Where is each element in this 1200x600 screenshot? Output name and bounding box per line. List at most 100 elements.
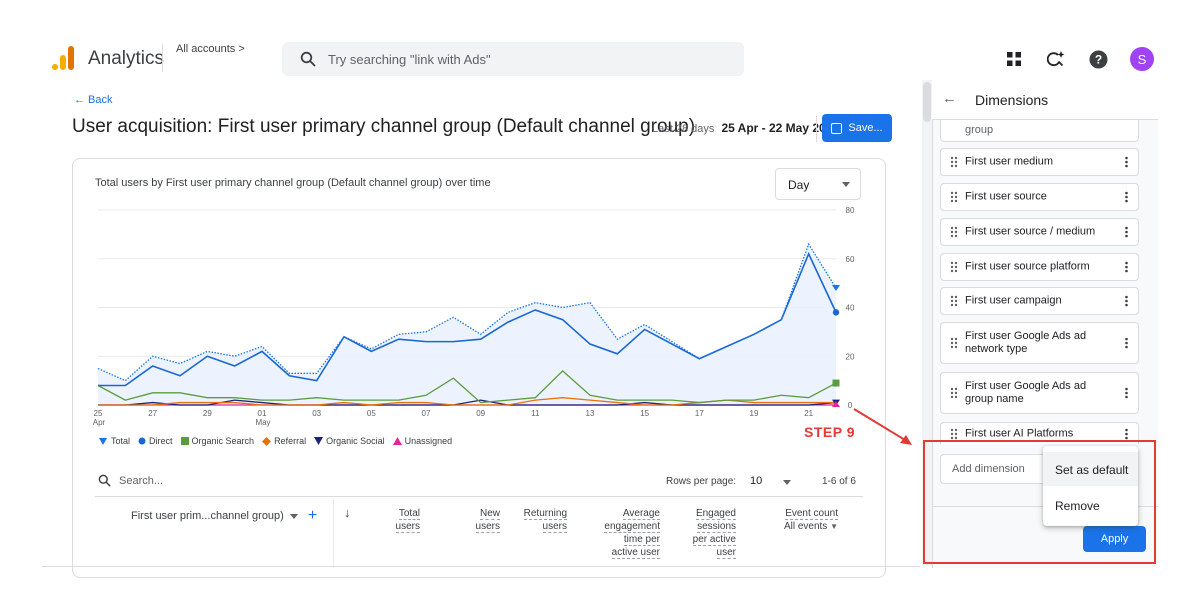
column-header[interactable]: Returning users (487, 507, 567, 533)
dimension-item[interactable]: First user AI Platforms (940, 422, 1139, 444)
legend-item[interactable]: Organic Search (180, 436, 255, 446)
x-tick-label: 09 (476, 409, 485, 418)
menu-item-set-as-default[interactable]: Set as default (1043, 452, 1138, 486)
search-input[interactable]: Try searching "link with Ads" (328, 52, 491, 67)
drag-handle-icon[interactable] (950, 261, 958, 273)
y-tick-label: 40 (846, 304, 855, 313)
arrow-left-icon[interactable]: ← (942, 90, 957, 107)
legend-item[interactable]: Total (98, 436, 130, 446)
account-picker[interactable]: All accounts > (176, 43, 245, 55)
dimension-select[interactable]: First user prim...channel group) + (131, 507, 317, 525)
chevron-down-icon (289, 513, 298, 519)
dimension-item[interactable]: First user Google Ads ad network type (940, 322, 1139, 364)
legend-item[interactable]: Referral (262, 436, 306, 446)
legend-item[interactable]: Direct (138, 436, 173, 446)
analytics-logo-icon[interactable] (52, 44, 76, 70)
drag-handle-icon[interactable] (950, 428, 958, 439)
help-icon[interactable]: ? (1088, 49, 1108, 69)
series-line-organic-search (97, 369, 837, 404)
add-dimension-field[interactable]: Add dimension (940, 454, 1050, 484)
main-scrollbar-thumb[interactable] (923, 82, 931, 122)
more-vert-icon[interactable] (1125, 428, 1128, 439)
drag-handle-icon[interactable] (950, 337, 958, 349)
chevron-down-icon[interactable] (783, 480, 791, 485)
dimension-item[interactable]: First user campaign (940, 287, 1139, 315)
x-tick-label: 07 (422, 409, 431, 418)
x-tick-label: 01 (258, 409, 267, 418)
column-header[interactable]: New users (420, 507, 500, 533)
column-header[interactable]: Engaged sessions per active user (656, 507, 736, 559)
column-header[interactable]: Total users (340, 507, 420, 533)
table-search-input[interactable]: Search... (119, 474, 164, 487)
rows-per-page-select[interactable]: 10 (750, 475, 763, 487)
chart-title: Total users by First user primary channe… (95, 177, 491, 189)
column-header[interactable]: Average engagement time per active user (580, 507, 660, 559)
more-vert-icon[interactable] (1125, 387, 1128, 399)
header-divider (162, 44, 163, 72)
y-tick-label: 0 (848, 401, 853, 410)
sort-arrow-icon[interactable]: ↓ (344, 505, 351, 520)
more-vert-icon[interactable] (1125, 337, 1128, 349)
date-range-value: 25 Apr - 22 May 2026 (721, 121, 840, 135)
insights-search-icon[interactable] (1046, 49, 1066, 69)
back-link[interactable]: ← Back (74, 94, 113, 106)
dimension-item[interactable]: First user source / medium (940, 218, 1139, 246)
step-label: STEP 9 (804, 424, 855, 440)
more-vert-icon[interactable] (1125, 226, 1128, 238)
svg-text:?: ? (1094, 52, 1101, 66)
drag-handle-icon[interactable] (950, 295, 958, 307)
drag-handle-icon[interactable] (950, 156, 958, 168)
dimension-item[interactable]: group (940, 120, 1139, 142)
legend-item[interactable]: Unassigned (392, 436, 452, 446)
date-range-prefix: Last 28 days (652, 123, 715, 135)
avatar[interactable]: S (1130, 47, 1154, 71)
date-range-picker[interactable]: Last 28 days 25 Apr - 22 May 2026 (652, 121, 839, 135)
dimension-item-label: First user medium (965, 155, 1054, 168)
pagination-info: 1-6 of 6 (822, 476, 856, 487)
chart-markers (832, 285, 840, 407)
chevron-down-icon (842, 182, 850, 187)
more-vert-icon[interactable] (1125, 156, 1128, 168)
dimension-item[interactable]: First user Google Ads ad group name (940, 372, 1139, 414)
menu-item-remove[interactable]: Remove (1055, 499, 1100, 513)
legend-label: Organic Search (191, 436, 255, 446)
legend-item[interactable]: Organic Social (314, 436, 385, 446)
save-icon (831, 122, 843, 134)
save-button-label: Save... (848, 122, 883, 134)
dimension-item[interactable]: First user source platform (940, 253, 1139, 281)
main-scrollbar[interactable] (922, 80, 932, 566)
step-highlight-box (923, 440, 1156, 564)
column-header-line: Average (622, 508, 660, 520)
marker-direct (832, 309, 840, 316)
add-dimension-icon[interactable]: + (307, 507, 318, 524)
drag-handle-icon[interactable] (950, 226, 958, 238)
column-header-event-count[interactable]: Event count All events ▼ (770, 507, 838, 533)
event-count-label: Event count (785, 508, 838, 520)
more-vert-icon[interactable] (1125, 295, 1128, 307)
column-header-line: Total (398, 508, 420, 520)
legend-label: Referral (274, 436, 307, 446)
drag-handle-icon[interactable] (950, 387, 958, 399)
dimension-item[interactable]: First user medium (940, 148, 1139, 176)
app-title[interactable]: Analytics (88, 48, 165, 69)
search-bar[interactable]: Try searching "link with Ads" (282, 42, 744, 76)
apply-button[interactable]: Apply (1083, 526, 1146, 552)
x-tick-label: 25 (94, 409, 103, 418)
apps-grid-icon[interactable] (1004, 49, 1024, 69)
dimension-item[interactable]: First user source (940, 183, 1139, 211)
column-header-line: Returning (523, 508, 567, 520)
legend-label: Organic Social (326, 436, 385, 446)
column-header-line: users (395, 521, 420, 533)
granularity-select[interactable]: Day (775, 168, 861, 200)
save-button[interactable]: Save... (822, 114, 892, 142)
event-filter-select[interactable]: All events (783, 521, 828, 532)
drag-handle-icon[interactable] (950, 191, 958, 203)
date-divider (816, 116, 817, 142)
table-search[interactable]: Search... (98, 474, 163, 487)
x-month-label: May (255, 418, 270, 427)
more-vert-icon[interactable] (1125, 261, 1128, 273)
x-month-label: Apr (93, 418, 106, 427)
x-tick-label: 13 (586, 409, 595, 418)
more-vert-icon[interactable] (1125, 191, 1128, 203)
